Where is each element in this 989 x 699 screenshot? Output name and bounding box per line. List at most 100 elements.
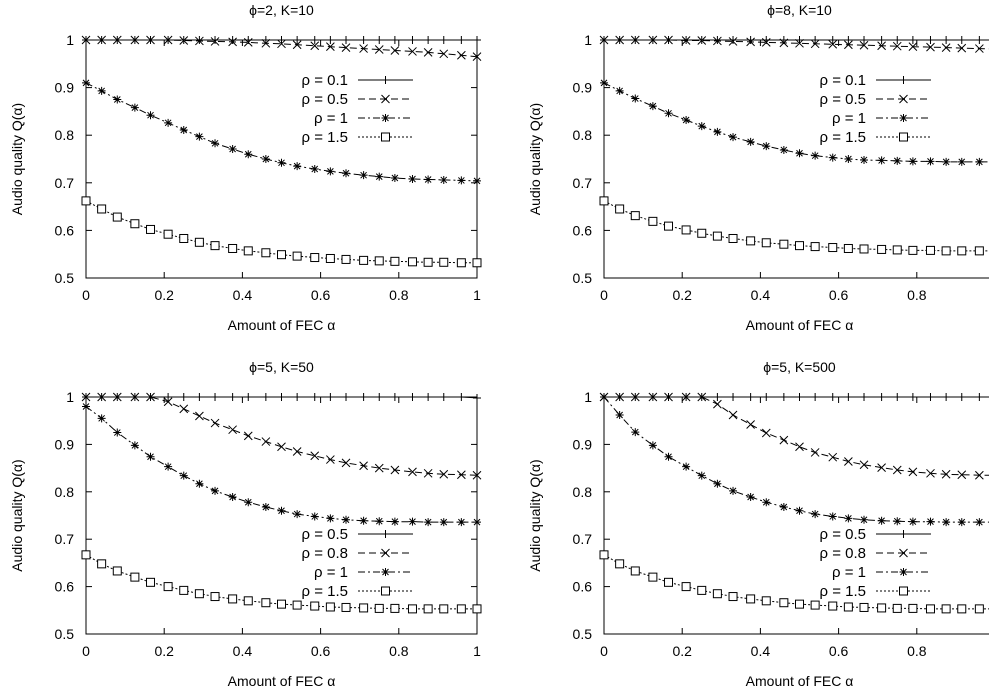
data-point — [844, 514, 853, 523]
data-point — [908, 467, 918, 477]
data-point — [277, 393, 286, 401]
data-point — [97, 559, 107, 569]
x-tick-label: 1 — [473, 643, 481, 659]
data-point — [729, 36, 738, 44]
data-point — [762, 498, 771, 507]
data-point — [681, 225, 691, 235]
data-point — [779, 239, 789, 249]
data-point — [877, 36, 886, 44]
data-point — [630, 35, 640, 45]
x-tick-label: 0.4 — [233, 287, 253, 303]
legend-label: ρ = 0.5 — [302, 91, 348, 108]
data-point — [341, 602, 351, 612]
data-point — [844, 457, 853, 466]
data-point — [243, 38, 253, 47]
data-point — [146, 577, 156, 587]
data-point — [310, 512, 319, 521]
chart-title: ϕ=8, K=10 — [767, 2, 832, 18]
data-point — [908, 517, 917, 526]
legend: ρ = 0.5 ρ = 0.8 ρ = 1 ρ = 1.5 — [820, 526, 931, 600]
data-point — [600, 78, 608, 87]
series-2 — [599, 35, 989, 53]
data-point — [630, 566, 640, 576]
x-tick-label: 0 — [600, 643, 608, 659]
data-point — [795, 241, 804, 251]
data-point — [942, 157, 951, 166]
data-point — [615, 86, 624, 95]
series-3 — [82, 78, 481, 185]
data-point — [811, 510, 820, 519]
data-point — [211, 139, 220, 148]
data-point — [664, 392, 673, 402]
data-point — [261, 502, 270, 511]
x-tick-label: 0.2 — [154, 287, 174, 303]
data-point — [975, 44, 984, 53]
legend-label: ρ = 1 — [832, 564, 866, 581]
data-point — [843, 602, 853, 612]
legend-label: ρ = 1.5 — [302, 583, 348, 600]
series-2 — [81, 35, 482, 62]
data-point — [261, 437, 271, 446]
data-point — [926, 36, 935, 44]
data-point — [310, 253, 320, 263]
data-point — [211, 36, 220, 44]
data-point — [408, 174, 417, 183]
data-point — [292, 251, 302, 261]
data-point — [925, 245, 935, 255]
data-point — [974, 604, 984, 614]
legend-marker — [899, 530, 908, 538]
series-3 — [82, 402, 481, 527]
data-point — [293, 36, 302, 44]
data-point — [457, 393, 466, 401]
data-point — [975, 393, 984, 401]
data-point — [210, 241, 220, 251]
y-tick-label: 0.5 — [573, 270, 593, 286]
series-4 — [81, 550, 482, 614]
data-point — [210, 37, 220, 46]
data-point — [779, 502, 788, 511]
series-line — [85, 406, 477, 523]
data-point — [473, 176, 481, 185]
data-point — [439, 36, 448, 44]
data-point — [860, 393, 869, 401]
data-point — [473, 393, 481, 402]
series-4 — [599, 196, 989, 256]
data-point — [779, 38, 789, 48]
data-point — [97, 392, 106, 402]
data-point — [210, 592, 220, 602]
legend-marker — [899, 568, 908, 576]
data-point — [423, 604, 433, 614]
legend-label: ρ = 0.1 — [820, 72, 866, 89]
data-point — [810, 39, 820, 49]
x-tick-label: 0.6 — [829, 643, 849, 659]
y-tick-label: 0.8 — [573, 484, 593, 500]
data-point — [408, 393, 417, 401]
data-point — [113, 428, 122, 437]
data-point — [728, 410, 738, 420]
data-point — [779, 393, 788, 401]
legend-marker — [899, 114, 908, 122]
data-point — [374, 463, 384, 473]
data-point — [243, 246, 253, 256]
data-point — [164, 393, 173, 401]
data-point — [310, 41, 320, 51]
data-point — [179, 125, 188, 134]
data-point — [810, 600, 820, 610]
data-point — [957, 470, 967, 480]
data-point — [648, 216, 658, 226]
x-tick-label: 0.4 — [751, 643, 771, 659]
data-point — [859, 40, 869, 50]
data-point — [130, 35, 140, 45]
data-point — [374, 45, 384, 54]
data-point — [164, 462, 173, 471]
legend-marker — [381, 132, 390, 142]
data-point — [712, 231, 722, 241]
data-point — [457, 176, 466, 185]
data-point — [648, 392, 658, 402]
data-point — [957, 518, 966, 527]
data-point — [228, 594, 238, 604]
data-point — [423, 468, 433, 478]
data-point — [795, 393, 804, 401]
y-tick-label: 0.8 — [55, 127, 75, 143]
